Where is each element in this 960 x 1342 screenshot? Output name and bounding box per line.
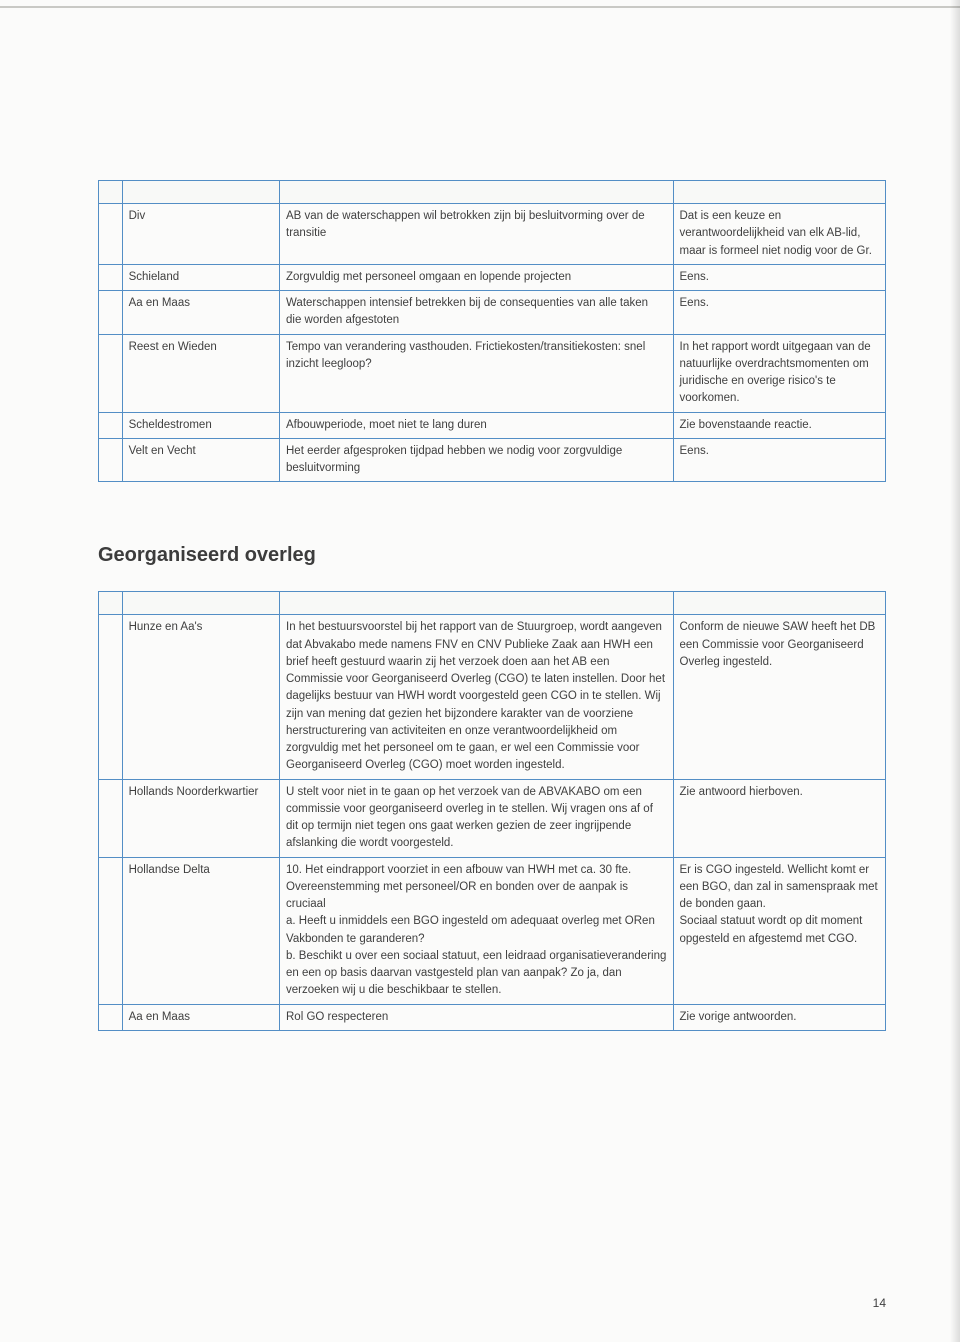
cell: Velt en Vecht [122,438,279,482]
cell [99,615,123,779]
cell [99,1004,123,1030]
cell [99,291,123,335]
table-row: Reest en Wieden Tempo van verandering va… [99,334,886,412]
header-cell [122,181,279,204]
cell: Eens. [673,264,886,290]
cell [99,334,123,412]
cell [99,779,123,857]
cell: Waterschappen intensief betrekken bij de… [280,291,674,335]
cell: Er is CGO ingesteld. Wellicht komt er ee… [673,857,886,1004]
cell: Eens. [673,438,886,482]
section-heading: Georganiseerd overleg [98,544,886,567]
cell [99,438,123,482]
cell [99,264,123,290]
right-shadow [950,0,960,1342]
table-row: Scheldestromen Afbouwperiode, moet niet … [99,412,886,438]
header-cell [673,592,886,615]
cell: Aa en Maas [122,291,279,335]
cell [99,204,123,265]
cell [99,857,123,1004]
cell [99,412,123,438]
table-row: Div AB van de waterschappen wil betrokke… [99,204,886,265]
cell: Hollands Noorderkwartier [122,779,279,857]
cell: In het bestuursvoorstel bij het rapport … [280,615,674,779]
header-cell [99,592,123,615]
cell: Zie vorige antwoorden. [673,1004,886,1030]
cell: U stelt voor niet in te gaan op het verz… [280,779,674,857]
table-2: Hunze en Aa's In het bestuursvoorstel bi… [98,591,886,1031]
table-row: Velt en Vecht Het eerder afgesproken tij… [99,438,886,482]
cell: Rol GO respecteren [280,1004,674,1030]
header-cell [280,592,674,615]
cell: Aa en Maas [122,1004,279,1030]
table-row: Schieland Zorgvuldig met personeel omgaa… [99,264,886,290]
table-row: Hunze en Aa's In het bestuursvoorstel bi… [99,615,886,779]
cell: In het rapport wordt uitgegaan van de na… [673,334,886,412]
cell: Het eerder afgesproken tijdpad hebben we… [280,438,674,482]
header-cell [99,181,123,204]
cell: AB van de waterschappen wil betrokken zi… [280,204,674,265]
cell: Zorgvuldig met personeel omgaan en lopen… [280,264,674,290]
table-header-row [99,592,886,615]
cell: Scheldestromen [122,412,279,438]
cell: Afbouwperiode, moet niet te lang duren [280,412,674,438]
cell: Hunze en Aa's [122,615,279,779]
header-cell [280,181,674,204]
top-rule [0,6,960,8]
header-cell [122,592,279,615]
cell: 10. Het eindrapport voorziet in een afbo… [280,857,674,1004]
cell: Dat is een keuze en verantwoordelijkheid… [673,204,886,265]
table-row: Aa en Maas Waterschappen intensief betre… [99,291,886,335]
cell: Tempo van verandering vasthouden. Fricti… [280,334,674,412]
cell: Zie bovenstaande reactie. [673,412,886,438]
cell: Schieland [122,264,279,290]
table-row: Hollands Noorderkwartier U stelt voor ni… [99,779,886,857]
page: Div AB van de waterschappen wil betrokke… [0,0,960,1342]
cell: Reest en Wieden [122,334,279,412]
header-cell [673,181,886,204]
table-row: Hollandse Delta 10. Het eindrapport voor… [99,857,886,1004]
cell: Div [122,204,279,265]
table-1: Div AB van de waterschappen wil betrokke… [98,180,886,482]
cell: Eens. [673,291,886,335]
cell: Zie antwoord hierboven. [673,779,886,857]
table-row: Aa en Maas Rol GO respecteren Zie vorige… [99,1004,886,1030]
page-number: 14 [873,1296,886,1310]
table-header-row [99,181,886,204]
cell: Hollandse Delta [122,857,279,1004]
cell: Conform de nieuwe SAW heeft het DB een C… [673,615,886,779]
